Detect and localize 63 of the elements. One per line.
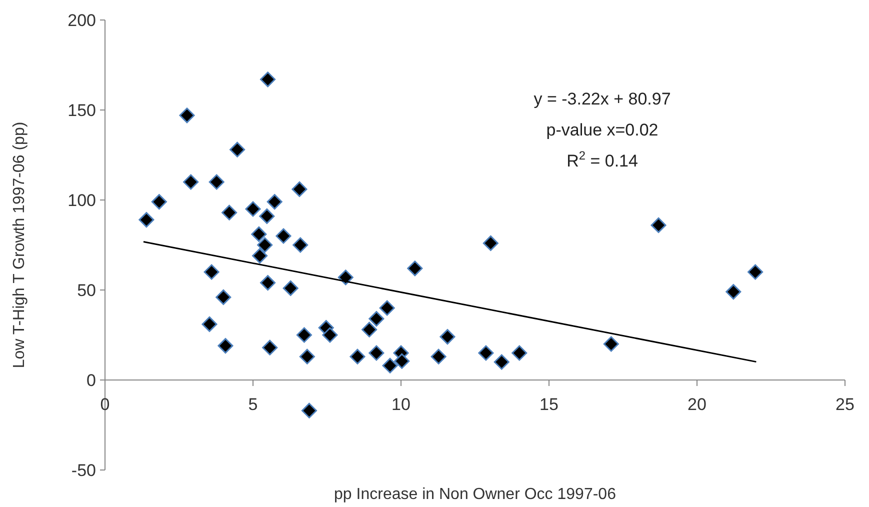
point <box>218 338 234 354</box>
point <box>202 316 218 332</box>
x-tick-label: 20 <box>688 395 706 414</box>
y-axis-title: Low T-High T Growth 1997-06 (pp) <box>11 122 28 368</box>
point <box>266 194 282 210</box>
y-tick-label: -50 <box>71 460 96 480</box>
point <box>292 237 308 253</box>
point <box>430 348 446 364</box>
point <box>748 264 764 280</box>
point <box>362 322 378 338</box>
point <box>478 345 494 361</box>
point <box>204 264 220 280</box>
point <box>512 345 528 361</box>
x-tick-label: 25 <box>836 395 854 414</box>
point <box>252 248 268 264</box>
point <box>208 174 224 190</box>
point <box>257 237 273 253</box>
point <box>603 336 619 352</box>
point <box>222 204 238 220</box>
point <box>440 329 456 345</box>
point <box>276 228 292 244</box>
annotation: y = -3.22x + 80.97 <box>534 90 671 109</box>
point <box>230 142 246 158</box>
y-tick-label: 0 <box>86 370 96 390</box>
point <box>296 327 312 343</box>
point <box>379 300 395 316</box>
point <box>494 354 510 370</box>
point <box>382 358 398 374</box>
point <box>322 327 338 343</box>
x-tick-label: 10 <box>392 395 410 414</box>
x-tick-label: 15 <box>540 395 558 414</box>
point <box>368 311 384 327</box>
point <box>407 260 423 276</box>
annotation: R$^{2}$ = 0.14 <box>566 148 638 171</box>
x-axis-title: pp Increase in Non Owner Occ 1997-06 <box>334 486 616 503</box>
point <box>260 275 276 291</box>
point <box>338 270 354 286</box>
y-tick-label: 150 <box>68 100 96 120</box>
y-tick-label: 50 <box>77 280 96 300</box>
point <box>138 212 154 228</box>
point <box>151 194 167 210</box>
point <box>183 174 199 190</box>
point <box>368 345 384 361</box>
point <box>394 353 410 369</box>
point <box>251 226 267 242</box>
point <box>259 208 275 224</box>
annotation: p-value x=0.02 <box>546 120 658 140</box>
point <box>292 181 308 197</box>
point <box>650 217 666 233</box>
point <box>216 289 232 305</box>
point <box>262 340 278 356</box>
point <box>260 72 276 88</box>
point <box>245 201 261 217</box>
point <box>350 348 366 364</box>
point <box>726 284 742 300</box>
point <box>282 280 298 296</box>
point <box>179 108 195 124</box>
x-tick-label: 5 <box>248 395 258 414</box>
point <box>299 348 315 364</box>
y-tick-label: 200 <box>68 10 96 30</box>
y-tick-label: 100 <box>68 190 96 210</box>
point <box>301 402 317 418</box>
point <box>482 235 498 251</box>
